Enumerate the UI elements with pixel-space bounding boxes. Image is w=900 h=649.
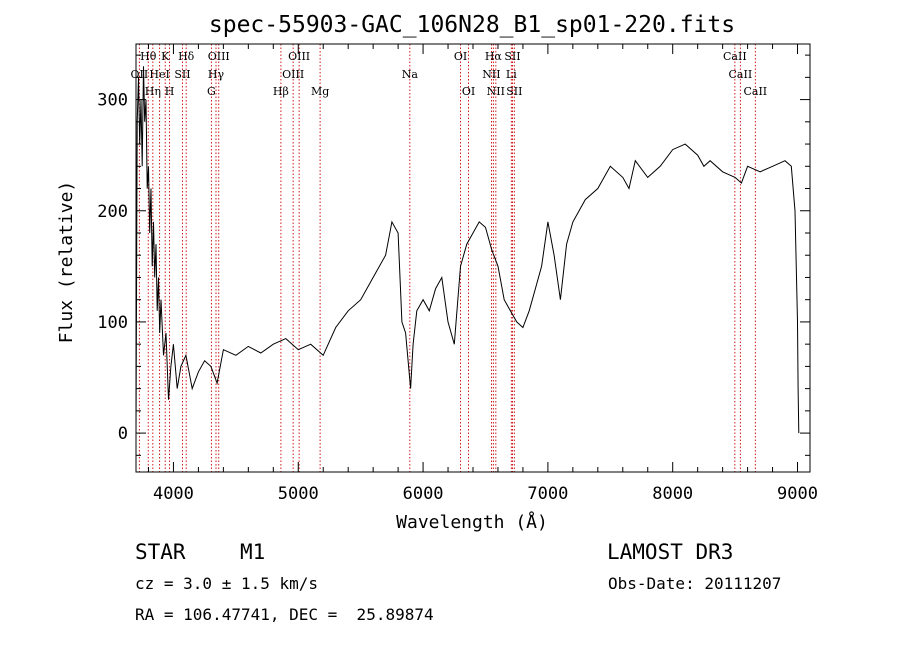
line-label-1: Hθ <box>140 50 157 63</box>
line-label-17: OI <box>462 85 475 98</box>
y-axis-label: Flux (relative) <box>56 181 77 344</box>
y-tick-label: 0 <box>118 424 128 444</box>
line-label-14: Mg <box>311 85 329 98</box>
x-tick-label: 4000 <box>153 484 194 504</box>
line-labels: OII Hθ Hη HeI K H SII Hδ G Hγ OIII Hβ OIII OIII Mg Na OI… <box>131 50 768 98</box>
x-tick-label: 5000 <box>278 484 319 504</box>
line-label-4: K <box>161 50 170 63</box>
spectrum-line <box>135 66 800 434</box>
line-label-2: Hη <box>145 85 161 98</box>
chart-title: spec-55903-GAC_106N28_B1_sp01-220.fits <box>209 12 735 38</box>
y-tick-label: 300 <box>97 91 128 111</box>
line-label-20: NII <box>487 85 505 98</box>
line-label-23: SII <box>506 85 522 98</box>
survey-label: LAMOST DR3 <box>607 540 734 564</box>
axes: 4000 5000 6000 7000 8000 9000 0 100 200 300 <box>97 43 818 504</box>
coordinates-text: RA = 106.47741, DEC = 25.89874 <box>135 605 434 624</box>
redshift-text: cz = 3.0 ± 1.5 km/s <box>135 574 319 593</box>
line-label-5: H <box>165 85 175 98</box>
line-label-25: CaII <box>729 68 753 81</box>
line-label-26: CaII <box>743 85 767 98</box>
y-tick-label: 100 <box>97 313 128 333</box>
line-markers <box>138 44 756 472</box>
line-label-10: OIII <box>208 50 230 63</box>
plot-frame <box>135 43 811 473</box>
line-label-16: OI <box>454 50 467 63</box>
line-label-0: OII <box>131 68 149 81</box>
line-label-18: NII <box>482 68 500 81</box>
line-label-15: Na <box>402 68 419 81</box>
line-label-6: SII <box>174 68 190 81</box>
line-label-3: HeI <box>149 68 169 81</box>
x-tick-label: 9000 <box>777 484 818 504</box>
x-tick-label: 7000 <box>527 484 568 504</box>
x-axis-label: Wavelength (Å) <box>396 511 548 533</box>
subclass-label: M1 <box>240 540 266 564</box>
x-tick-label: 6000 <box>403 484 444 504</box>
line-label-19: Hα <box>485 50 503 63</box>
line-label-22: SII <box>504 50 520 63</box>
line-label-8: G <box>207 85 216 98</box>
line-label-21: Li <box>506 68 517 81</box>
line-label-11: Hβ <box>273 85 289 98</box>
obs-date-text: Obs-Date: 20111207 <box>608 574 782 593</box>
line-label-9: Hγ <box>208 68 225 81</box>
line-label-7: Hδ <box>178 50 195 63</box>
spectrum-chart: spec-55903-GAC_106N28_B1_sp01-220.fits 4… <box>56 12 818 533</box>
y-tick-label: 200 <box>97 202 128 222</box>
line-label-12: OIII <box>282 68 304 81</box>
line-label-24: CaII <box>723 50 747 63</box>
line-label-13: OIII <box>288 50 310 63</box>
class-label: STAR <box>135 540 186 564</box>
x-tick-label: 8000 <box>652 484 693 504</box>
